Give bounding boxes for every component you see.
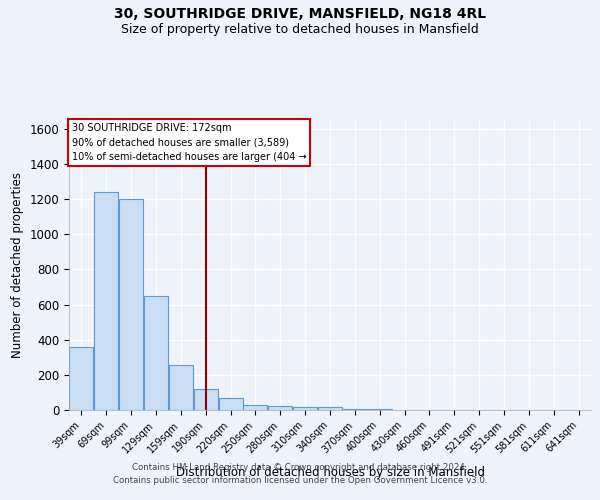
Bar bbox=[70, 346, 94, 410]
X-axis label: Distribution of detached houses by size in Mansfield: Distribution of detached houses by size … bbox=[176, 466, 485, 478]
Bar bbox=[268, 406, 292, 410]
Text: Contains HM Land Registry data © Crown copyright and database right 2024.: Contains HM Land Registry data © Crown c… bbox=[132, 464, 468, 472]
Bar bbox=[194, 389, 218, 410]
Bar bbox=[119, 199, 143, 410]
Bar bbox=[293, 408, 317, 410]
Bar bbox=[368, 409, 392, 410]
Bar bbox=[169, 365, 193, 410]
Bar bbox=[244, 404, 268, 410]
Text: Size of property relative to detached houses in Mansfield: Size of property relative to detached ho… bbox=[121, 22, 479, 36]
Bar bbox=[318, 408, 342, 410]
Bar bbox=[343, 409, 367, 410]
Bar bbox=[144, 296, 168, 410]
Y-axis label: Number of detached properties: Number of detached properties bbox=[11, 172, 24, 358]
Text: 30 SOUTHRIDGE DRIVE: 172sqm
90% of detached houses are smaller (3,589)
10% of se: 30 SOUTHRIDGE DRIVE: 172sqm 90% of detac… bbox=[71, 123, 306, 162]
Bar bbox=[218, 398, 242, 410]
Bar bbox=[94, 192, 118, 410]
Text: Contains public sector information licensed under the Open Government Licence v3: Contains public sector information licen… bbox=[113, 476, 487, 485]
Text: 30, SOUTHRIDGE DRIVE, MANSFIELD, NG18 4RL: 30, SOUTHRIDGE DRIVE, MANSFIELD, NG18 4R… bbox=[114, 8, 486, 22]
